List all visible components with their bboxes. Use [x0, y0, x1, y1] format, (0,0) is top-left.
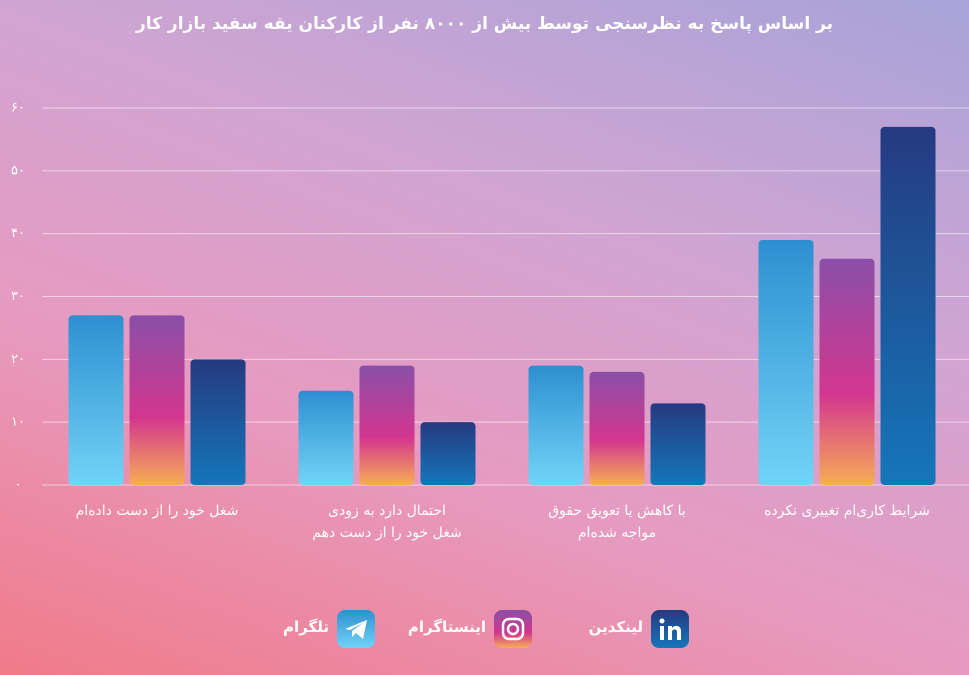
legend-icon	[651, 610, 689, 648]
bar	[589, 371, 645, 485]
legend-label: لینکدین	[588, 618, 643, 636]
x-tick-label: با کاهش یا تعویق حقوق مواجه شده‌ام	[548, 503, 686, 541]
y-tick-label: ۲۰	[11, 352, 25, 367]
telegram-glyph	[345, 620, 367, 639]
legend-swatch	[494, 610, 532, 648]
bar	[650, 403, 706, 485]
bar	[528, 365, 584, 485]
y-tick-label: ۱۰	[11, 415, 25, 430]
legend-label: اینستاگرام	[407, 618, 486, 636]
bar	[359, 365, 415, 485]
x-tick-label: شرایط کاری‌ام تغییری نکرده	[764, 503, 930, 519]
y-tick-label: ۵۰	[11, 163, 25, 178]
bar	[298, 390, 354, 485]
bar	[420, 422, 476, 485]
y-tick-label: ۳۰	[11, 289, 25, 304]
bar	[129, 315, 185, 485]
y-tick-label: ۰	[15, 478, 22, 493]
bar	[880, 126, 936, 485]
x-tick-label: شغل خود را از دست داده‌ام	[75, 503, 239, 519]
linkedin-glyph	[660, 626, 664, 640]
chart-title: بر اساس پاسخ به نظرسنجی توسط بیش از ۸۰۰۰…	[135, 14, 834, 34]
bar	[819, 258, 875, 485]
bar	[758, 239, 814, 485]
y-tick-label: ۴۰	[11, 226, 25, 241]
x-tick-label: احتمال دارد به زودی شغل خود را از دست ده…	[312, 503, 462, 541]
y-tick-label: ۶۰	[11, 101, 25, 116]
bar	[68, 315, 124, 485]
legend-icon	[494, 610, 532, 648]
linkedin-glyph	[659, 618, 665, 624]
instagram-glyph	[506, 622, 520, 636]
instagram-glyph	[501, 617, 525, 641]
legend-label: تلگرام	[283, 618, 329, 636]
bar	[190, 359, 246, 485]
linkedin-glyph	[668, 625, 681, 640]
legend-icon	[337, 610, 375, 648]
